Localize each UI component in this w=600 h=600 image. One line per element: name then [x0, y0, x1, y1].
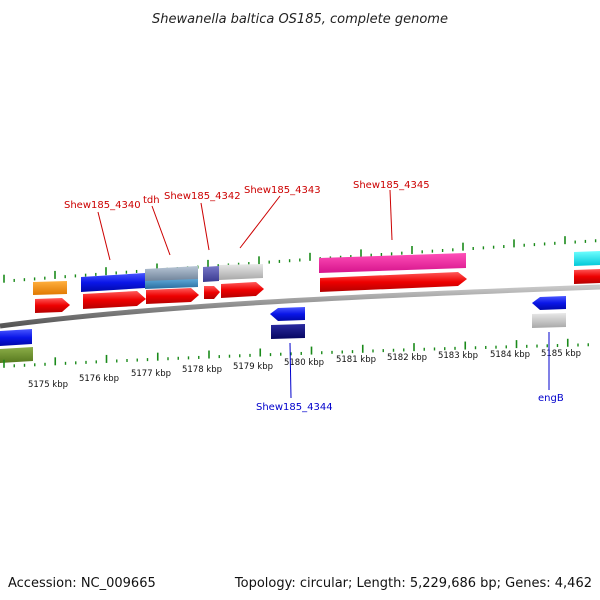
gene-arrow-shew4344[interactable] [270, 307, 305, 321]
tick-label-5183: 5183 kbp [438, 351, 478, 361]
gene-arrow-5174-orange[interactable] [33, 281, 67, 295]
gene-block-shew4340-blue[interactable] [81, 273, 145, 292]
gene-labels: Shew185_4340 tdh Shew185_4342 Shew185_43… [64, 180, 564, 413]
tick-label-5181: 5181 kbp [336, 355, 376, 365]
tick-label-5185: 5185 kbp [541, 349, 581, 359]
label-engb[interactable]: engB [538, 393, 564, 404]
gene-arrow-5174-red[interactable] [35, 298, 70, 313]
tick-label-5184: 5184 kbp [490, 350, 530, 360]
gene-block-engB-gray[interactable] [532, 313, 566, 328]
forward-strand-features [33, 251, 600, 313]
gene-block-shew4343-gray[interactable] [219, 264, 263, 280]
gene-block-5186-cyan[interactable] [574, 251, 600, 266]
gene-block-5174-blue[interactable] [0, 329, 32, 346]
label-shew185-4345[interactable]: Shew185_4345 [353, 180, 430, 191]
gene-block-shew4345-pink[interactable] [319, 253, 466, 273]
accession-text: Accession: NC_009665 [8, 576, 156, 591]
gene-arrow-tdh[interactable] [146, 288, 199, 304]
genome-summary-text: Topology: circular; Length: 5,229,686 bp… [234, 576, 592, 591]
tick-label-5175: 5175 kbp [28, 380, 68, 390]
genome-backbone [0, 284, 600, 329]
tick-label-5178: 5178 kbp [182, 365, 222, 375]
gene-block-5174-olive[interactable] [0, 347, 33, 363]
gene-block-shew4344-navy[interactable] [271, 324, 305, 339]
gene-arrow-5186[interactable] [574, 269, 600, 284]
forward-label-leaders [97, 189, 393, 261]
tick-label-5177: 5177 kbp [131, 369, 171, 379]
gene-block-tdh-teal[interactable] [145, 279, 198, 289]
inner-scale-ticks [3, 338, 589, 368]
tick-label-5176: 5176 kbp [79, 374, 119, 384]
gene-arrow-shew4340[interactable] [83, 291, 146, 309]
gene-block-shew4342-slate[interactable] [203, 266, 219, 282]
gene-arrow-engB[interactable] [532, 296, 566, 310]
gene-block-tdh-steel[interactable] [145, 266, 198, 282]
tick-label-5179: 5179 kbp [233, 362, 273, 372]
label-shew185-4342[interactable]: Shew185_4342 [164, 191, 241, 202]
tick-label-5180: 5180 kbp [284, 358, 324, 368]
label-tdh[interactable]: tdh [143, 195, 160, 206]
map-title: Shewanella baltica OS185, complete genom… [152, 12, 448, 27]
gene-arrow-shew4342[interactable] [204, 286, 220, 299]
tick-label-5182: 5182 kbp [387, 353, 427, 363]
label-shew185-4344[interactable]: Shew185_4344 [256, 402, 333, 413]
outer-scale-ticks [3, 236, 597, 283]
reverse-label-leaders [289, 332, 550, 399]
label-shew185-4343[interactable]: Shew185_4343 [244, 185, 321, 196]
kbp-axis-labels: 5175 kbp 5176 kbp 5177 kbp 5178 kbp 5179… [28, 349, 581, 390]
gene-arrow-shew4345[interactable] [320, 272, 467, 292]
reverse-strand-features [0, 296, 566, 363]
label-shew185-4340[interactable]: Shew185_4340 [64, 200, 141, 211]
gene-arrow-shew4343[interactable] [221, 282, 264, 298]
